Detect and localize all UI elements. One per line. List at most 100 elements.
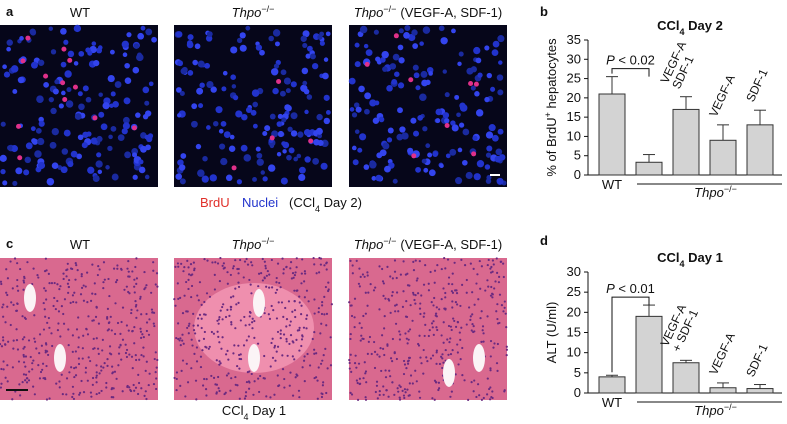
text-part: Day 2) xyxy=(320,195,362,210)
he-nucleus xyxy=(0,367,3,371)
he-nucleus xyxy=(74,262,77,265)
nucleus xyxy=(410,117,417,124)
he-nucleus xyxy=(80,273,83,276)
he-nucleus xyxy=(67,328,70,331)
he-nucleus xyxy=(156,358,159,362)
text-part: 4 xyxy=(680,259,685,269)
nucleus xyxy=(267,164,276,172)
nucleus xyxy=(60,166,68,174)
panel-letter: c xyxy=(6,236,13,251)
he-nucleus xyxy=(427,282,430,285)
he-nucleus xyxy=(350,370,353,373)
nucleus xyxy=(121,128,128,135)
he-nucleus xyxy=(353,326,356,329)
he-nucleus xyxy=(216,319,219,322)
he-nucleus xyxy=(175,388,178,392)
he-nucleus xyxy=(434,312,438,315)
panel-letter: b xyxy=(540,4,548,19)
he-nucleus xyxy=(62,312,65,316)
he-nucleus xyxy=(407,356,411,360)
he-nucleus xyxy=(134,386,138,389)
nucleus xyxy=(490,86,496,92)
he-nucleus xyxy=(418,396,422,399)
he-nucleus xyxy=(106,316,109,319)
he-nucleus xyxy=(395,276,398,280)
he-nucleus xyxy=(174,304,177,307)
nucleus xyxy=(195,143,202,150)
nucleus xyxy=(491,134,499,142)
he-nucleus xyxy=(432,333,435,336)
he-nucleus xyxy=(217,322,220,325)
nucleus xyxy=(85,96,92,103)
nucleus xyxy=(320,162,328,170)
he-nucleus xyxy=(450,328,453,332)
he-nucleus xyxy=(441,366,444,370)
he-nucleus xyxy=(126,385,129,389)
nucleus xyxy=(470,85,476,91)
nucleus xyxy=(457,147,463,153)
nucleus xyxy=(51,127,59,136)
nucleus xyxy=(365,49,373,57)
he-nucleus xyxy=(0,382,3,385)
he-nucleus xyxy=(12,347,15,350)
nucleus xyxy=(252,101,259,108)
he-nucleus xyxy=(403,396,406,400)
he-nucleus xyxy=(487,258,490,262)
he-nucleus xyxy=(77,346,80,349)
he-nucleus xyxy=(0,282,3,286)
he-nucleus xyxy=(238,397,241,400)
nucleus xyxy=(371,176,377,181)
he-nucleus xyxy=(444,308,447,311)
he-nucleus xyxy=(366,352,369,355)
he-nucleus xyxy=(217,375,220,379)
he-nucleus xyxy=(51,344,54,348)
nucleus xyxy=(87,50,93,56)
he-nucleus xyxy=(391,291,394,294)
he-nucleus xyxy=(190,295,193,299)
he-nucleus xyxy=(183,266,186,269)
he-nucleus xyxy=(37,276,40,279)
he-nucleus xyxy=(321,359,324,362)
nucleus xyxy=(124,151,132,159)
legend-nuclei: Nuclei xyxy=(242,195,278,210)
text-part: + xyxy=(543,112,553,117)
nucleus xyxy=(363,164,370,170)
he-nucleus xyxy=(480,265,483,268)
he-nucleus xyxy=(115,377,118,380)
he-nucleus xyxy=(491,259,495,262)
he-nucleus xyxy=(402,394,406,397)
he-nucleus xyxy=(25,381,29,384)
he-nucleus xyxy=(203,330,206,334)
he-nucleus xyxy=(489,271,493,274)
nucleus xyxy=(323,117,331,125)
he-nucleus xyxy=(496,317,499,321)
he-nucleus xyxy=(317,307,320,310)
he-nucleus xyxy=(321,384,324,387)
he-nucleus xyxy=(489,267,492,270)
nucleus xyxy=(123,116,130,124)
he-nucleus xyxy=(281,354,284,357)
nucleus xyxy=(364,92,372,100)
he-nucleus xyxy=(422,283,426,286)
nucleus xyxy=(298,173,306,182)
nucleus xyxy=(256,152,263,159)
nucleus xyxy=(473,173,481,181)
brdu-cell xyxy=(393,33,399,39)
he-nucleus xyxy=(349,353,352,356)
he-nucleus xyxy=(230,323,233,326)
nucleus xyxy=(491,49,499,57)
he-nucleus xyxy=(234,383,237,386)
nucleus xyxy=(111,173,119,181)
nucleus xyxy=(121,40,129,48)
he-nucleus xyxy=(136,392,140,396)
nucleus xyxy=(223,131,231,138)
he-nucleus xyxy=(276,330,280,334)
he-nucleus xyxy=(446,338,449,341)
he-nucleus xyxy=(245,257,248,261)
he-nucleus xyxy=(182,270,185,273)
he-nucleus xyxy=(203,377,206,381)
nucleus xyxy=(348,77,356,85)
he-nucleus xyxy=(54,307,57,311)
he-nucleus xyxy=(186,259,189,263)
he-nucleus xyxy=(292,276,295,279)
